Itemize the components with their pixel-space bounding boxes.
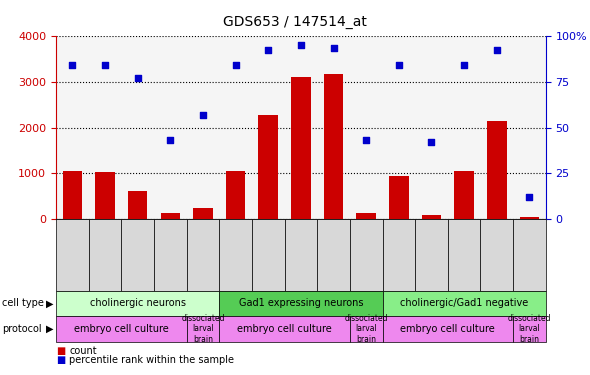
Point [68,62,77,68]
Text: count: count [69,346,97,356]
Bar [291,77,311,219]
Point [329,45,338,51]
Point [427,139,436,145]
Bar [63,171,82,219]
Text: dissociated
larval
brain: dissociated larval brain [181,314,225,344]
Bar [324,74,343,219]
Bar [160,213,180,219]
Text: ■: ■ [56,355,65,364]
Text: GDS653 / 147514_at: GDS653 / 147514_at [223,15,367,29]
Point [460,62,469,68]
Text: Gad1 expressing neurons: Gad1 expressing neurons [238,298,363,308]
Bar [226,171,245,219]
Point [394,62,404,68]
Bar [487,121,507,219]
Text: dissociated
larval
brain: dissociated larval brain [507,314,551,344]
Bar [193,208,213,219]
Point [133,75,142,81]
Text: ▶: ▶ [45,298,53,308]
Bar [356,213,376,219]
Bar [422,215,441,219]
Bar [258,115,278,219]
Bar [389,176,409,219]
Text: embryo cell culture: embryo cell culture [401,324,495,334]
Text: percentile rank within the sample: percentile rank within the sample [69,355,234,364]
Point [362,137,371,143]
Bar [454,171,474,219]
Point [100,62,110,68]
Text: cell type: cell type [2,298,44,308]
Bar [128,191,148,219]
Point [166,137,175,143]
Text: cholinergic neurons: cholinergic neurons [90,298,186,308]
Point [231,62,240,68]
Point [264,47,273,53]
Bar [95,172,115,219]
Text: cholinergic/Gad1 negative: cholinergic/Gad1 negative [400,298,528,308]
Point [198,112,208,118]
Text: embryo cell culture: embryo cell culture [237,324,332,334]
Text: embryo cell culture: embryo cell culture [74,324,169,334]
Text: protocol: protocol [2,324,41,334]
Text: dissociated
larval
brain: dissociated larval brain [345,314,388,344]
Point [296,42,306,48]
Text: ■: ■ [56,346,65,356]
Bar [520,217,539,219]
Point [492,47,502,53]
Text: ▶: ▶ [45,324,53,334]
Point [525,194,534,200]
